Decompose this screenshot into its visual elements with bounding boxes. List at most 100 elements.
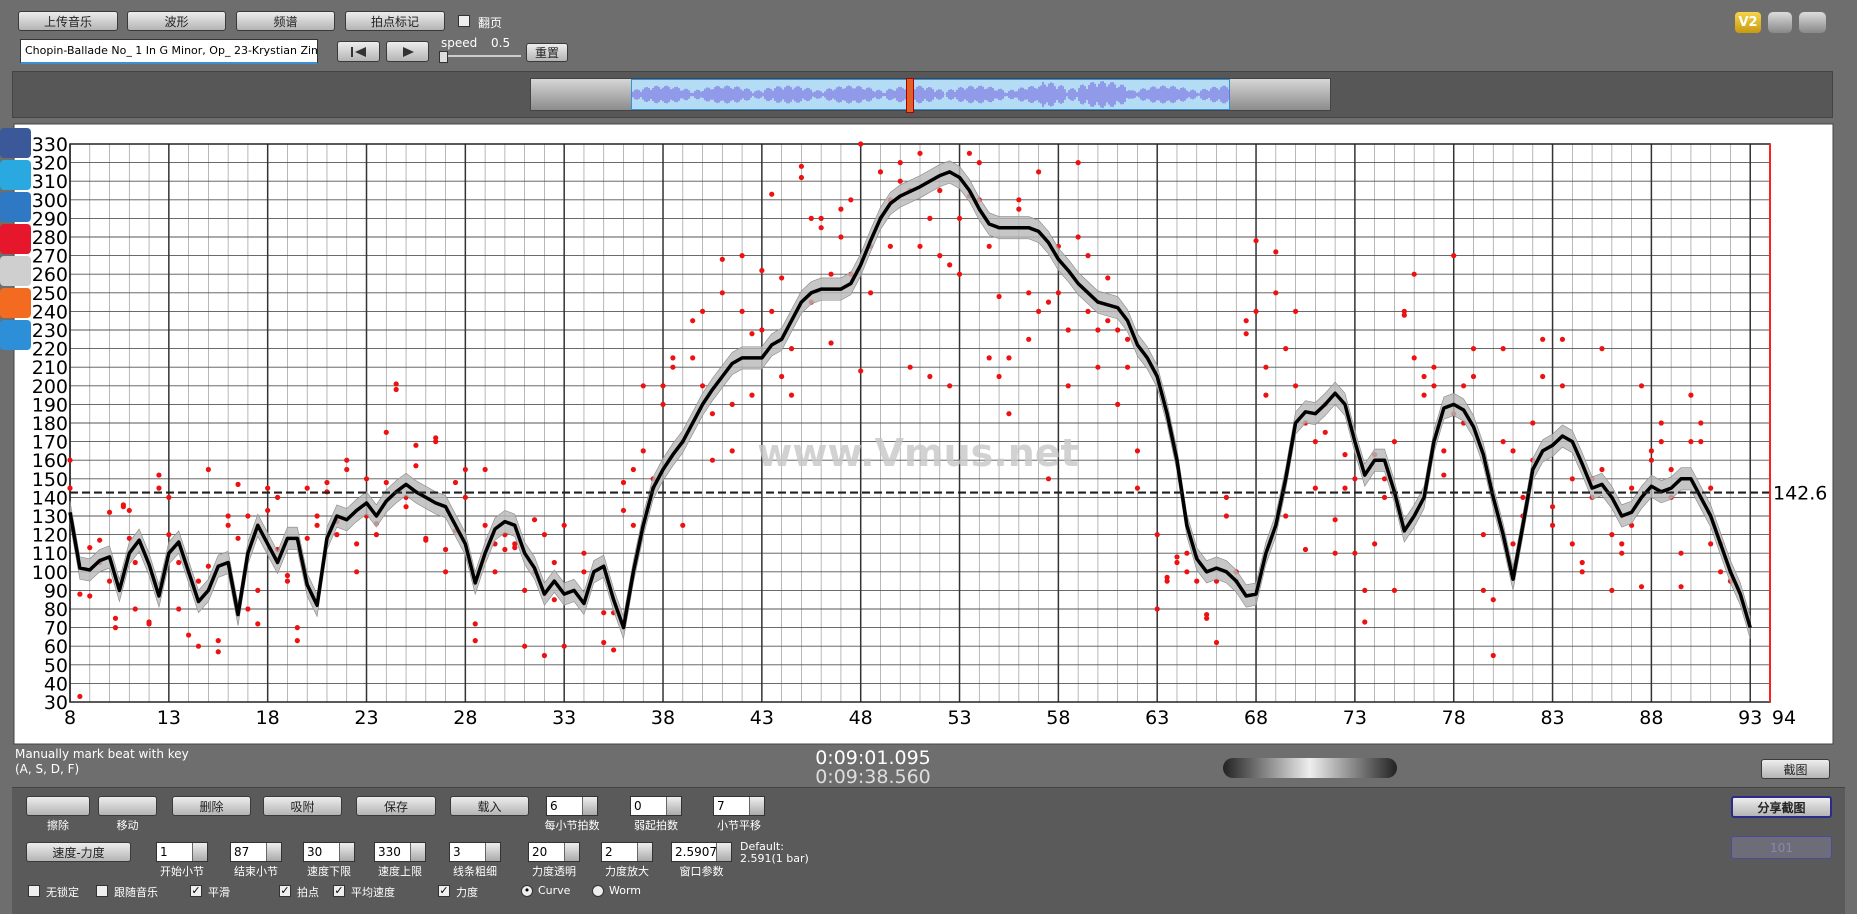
mail-icon[interactable] — [0, 256, 31, 286]
mode-button[interactable]: 速度-力度 — [26, 842, 131, 862]
spinner-arrows[interactable] — [564, 843, 579, 861]
y-tick-label: 50 — [44, 655, 68, 677]
fullscreen-icon[interactable] — [1799, 12, 1826, 33]
spinner-arrows[interactable] — [637, 843, 652, 861]
spinner-arrows[interactable] — [339, 843, 354, 861]
edit-icon-button[interactable] — [98, 796, 157, 816]
spinner-value: 3 — [453, 845, 461, 859]
home-icon[interactable] — [1768, 12, 1792, 33]
beat-point — [215, 649, 221, 655]
favorite-icon[interactable] — [0, 192, 31, 222]
checkbox[interactable]: ✓ — [279, 884, 291, 897]
y-tick-label: 320 — [32, 153, 68, 175]
edit-button[interactable]: 载入 — [450, 796, 529, 816]
beat-point — [1154, 532, 1160, 538]
toolbar-button[interactable]: 波形 — [127, 11, 226, 31]
screenshot-button[interactable]: 截图 — [1761, 759, 1830, 779]
spinner-arrows[interactable] — [666, 797, 681, 815]
beat-point — [1540, 336, 1546, 342]
spinner[interactable]: 3 — [449, 842, 501, 862]
y-tick-label: 110 — [32, 543, 68, 565]
edit-button[interactable]: 保存 — [356, 796, 436, 816]
beat-point — [120, 502, 126, 508]
volume-slider[interactable] — [1223, 758, 1397, 778]
version-badge[interactable]: V2 — [1735, 12, 1761, 33]
weibo-icon[interactable] — [0, 224, 31, 254]
beat-point — [1391, 439, 1398, 445]
checkbox[interactable]: ✓ — [190, 884, 202, 897]
edit-icon-button[interactable] — [26, 796, 90, 816]
y-tick-label: 330 — [32, 134, 68, 156]
spinner[interactable]: 7 — [713, 796, 765, 816]
spinner[interactable]: 330 — [374, 842, 426, 862]
spinner[interactable]: 20 — [528, 842, 580, 862]
share-screenshot-button[interactable]: 分享截图 — [1731, 796, 1832, 818]
spinner-arrows[interactable] — [485, 843, 500, 861]
beat-point — [808, 215, 814, 221]
beat-point — [195, 578, 202, 584]
y-tick-label: 70 — [44, 618, 68, 640]
beat-point — [1085, 308, 1091, 314]
checkbox-label: 力度 — [456, 886, 478, 899]
toolbar-button[interactable]: 频谱 — [236, 11, 335, 31]
file-name-input[interactable]: Chopin-Ballade No_ 1 In G Minor, Op_ 23-… — [20, 39, 318, 64]
beat-point — [433, 439, 439, 445]
beat-point — [1421, 373, 1427, 380]
speed-thumb[interactable] — [439, 51, 448, 63]
spinner-arrows[interactable] — [749, 797, 764, 815]
y-tick-label: 220 — [32, 339, 68, 361]
beat-point — [838, 234, 844, 240]
spinner[interactable]: 0 — [630, 796, 682, 816]
x-tick-label: 83 — [1540, 707, 1564, 729]
beat-point — [956, 215, 963, 221]
x-tick-label: 58 — [1046, 707, 1070, 729]
beat-point — [166, 532, 172, 538]
spinner-arrows[interactable] — [716, 843, 731, 861]
checkbox[interactable] — [28, 885, 40, 897]
checkbox[interactable]: ✓ — [438, 884, 450, 897]
beat-point — [205, 466, 211, 473]
x-tick-label: 48 — [849, 707, 873, 729]
share-more-icon[interactable] — [0, 288, 31, 318]
beat-point — [106, 509, 113, 515]
beat-point — [1698, 439, 1704, 445]
twitter-icon[interactable] — [0, 160, 31, 190]
page-turn-checkbox[interactable] — [458, 15, 470, 27]
toolbar-button[interactable]: 拍点标记 — [345, 11, 445, 31]
spinner-arrows[interactable] — [582, 797, 597, 815]
facebook-icon[interactable] — [0, 128, 31, 158]
beat-point — [363, 476, 370, 482]
beat-point — [132, 606, 138, 612]
spinner-arrows[interactable] — [410, 843, 425, 861]
prev-button[interactable] — [337, 41, 380, 62]
edit-button[interactable]: 删除 — [172, 796, 251, 816]
x-tick-label: 73 — [1343, 707, 1367, 729]
reset-button[interactable]: 重置 — [526, 43, 568, 62]
spinner[interactable]: 87 — [230, 842, 282, 862]
beat-point — [195, 643, 202, 649]
radio[interactable]: • — [521, 885, 533, 897]
spinner[interactable]: 1 — [156, 842, 208, 862]
checkbox[interactable]: ✓ — [333, 884, 345, 897]
beat-point — [1648, 457, 1654, 463]
spinner-arrows[interactable] — [266, 843, 281, 861]
help-icon[interactable] — [0, 320, 31, 350]
beat-point — [1075, 160, 1081, 166]
edit-button[interactable]: 吸附 — [263, 796, 342, 816]
waveform-cursor[interactable] — [906, 78, 914, 113]
toolbar-button[interactable]: 上传音乐 — [18, 11, 118, 31]
beat-point — [1381, 476, 1388, 482]
spinner[interactable]: 2.5907 — [671, 842, 732, 862]
radio-label: Worm — [609, 884, 642, 897]
speed-slider[interactable] — [441, 55, 521, 57]
play-button[interactable] — [386, 41, 429, 62]
beat-point — [1668, 466, 1674, 473]
checkbox[interactable] — [96, 885, 108, 897]
spinner[interactable]: 30 — [303, 842, 355, 862]
radio[interactable] — [592, 885, 604, 897]
spinner[interactable]: 2 — [601, 842, 653, 862]
spinner[interactable]: 6 — [546, 796, 598, 816]
spinner-arrows[interactable] — [192, 843, 207, 861]
beat-point — [581, 550, 587, 556]
